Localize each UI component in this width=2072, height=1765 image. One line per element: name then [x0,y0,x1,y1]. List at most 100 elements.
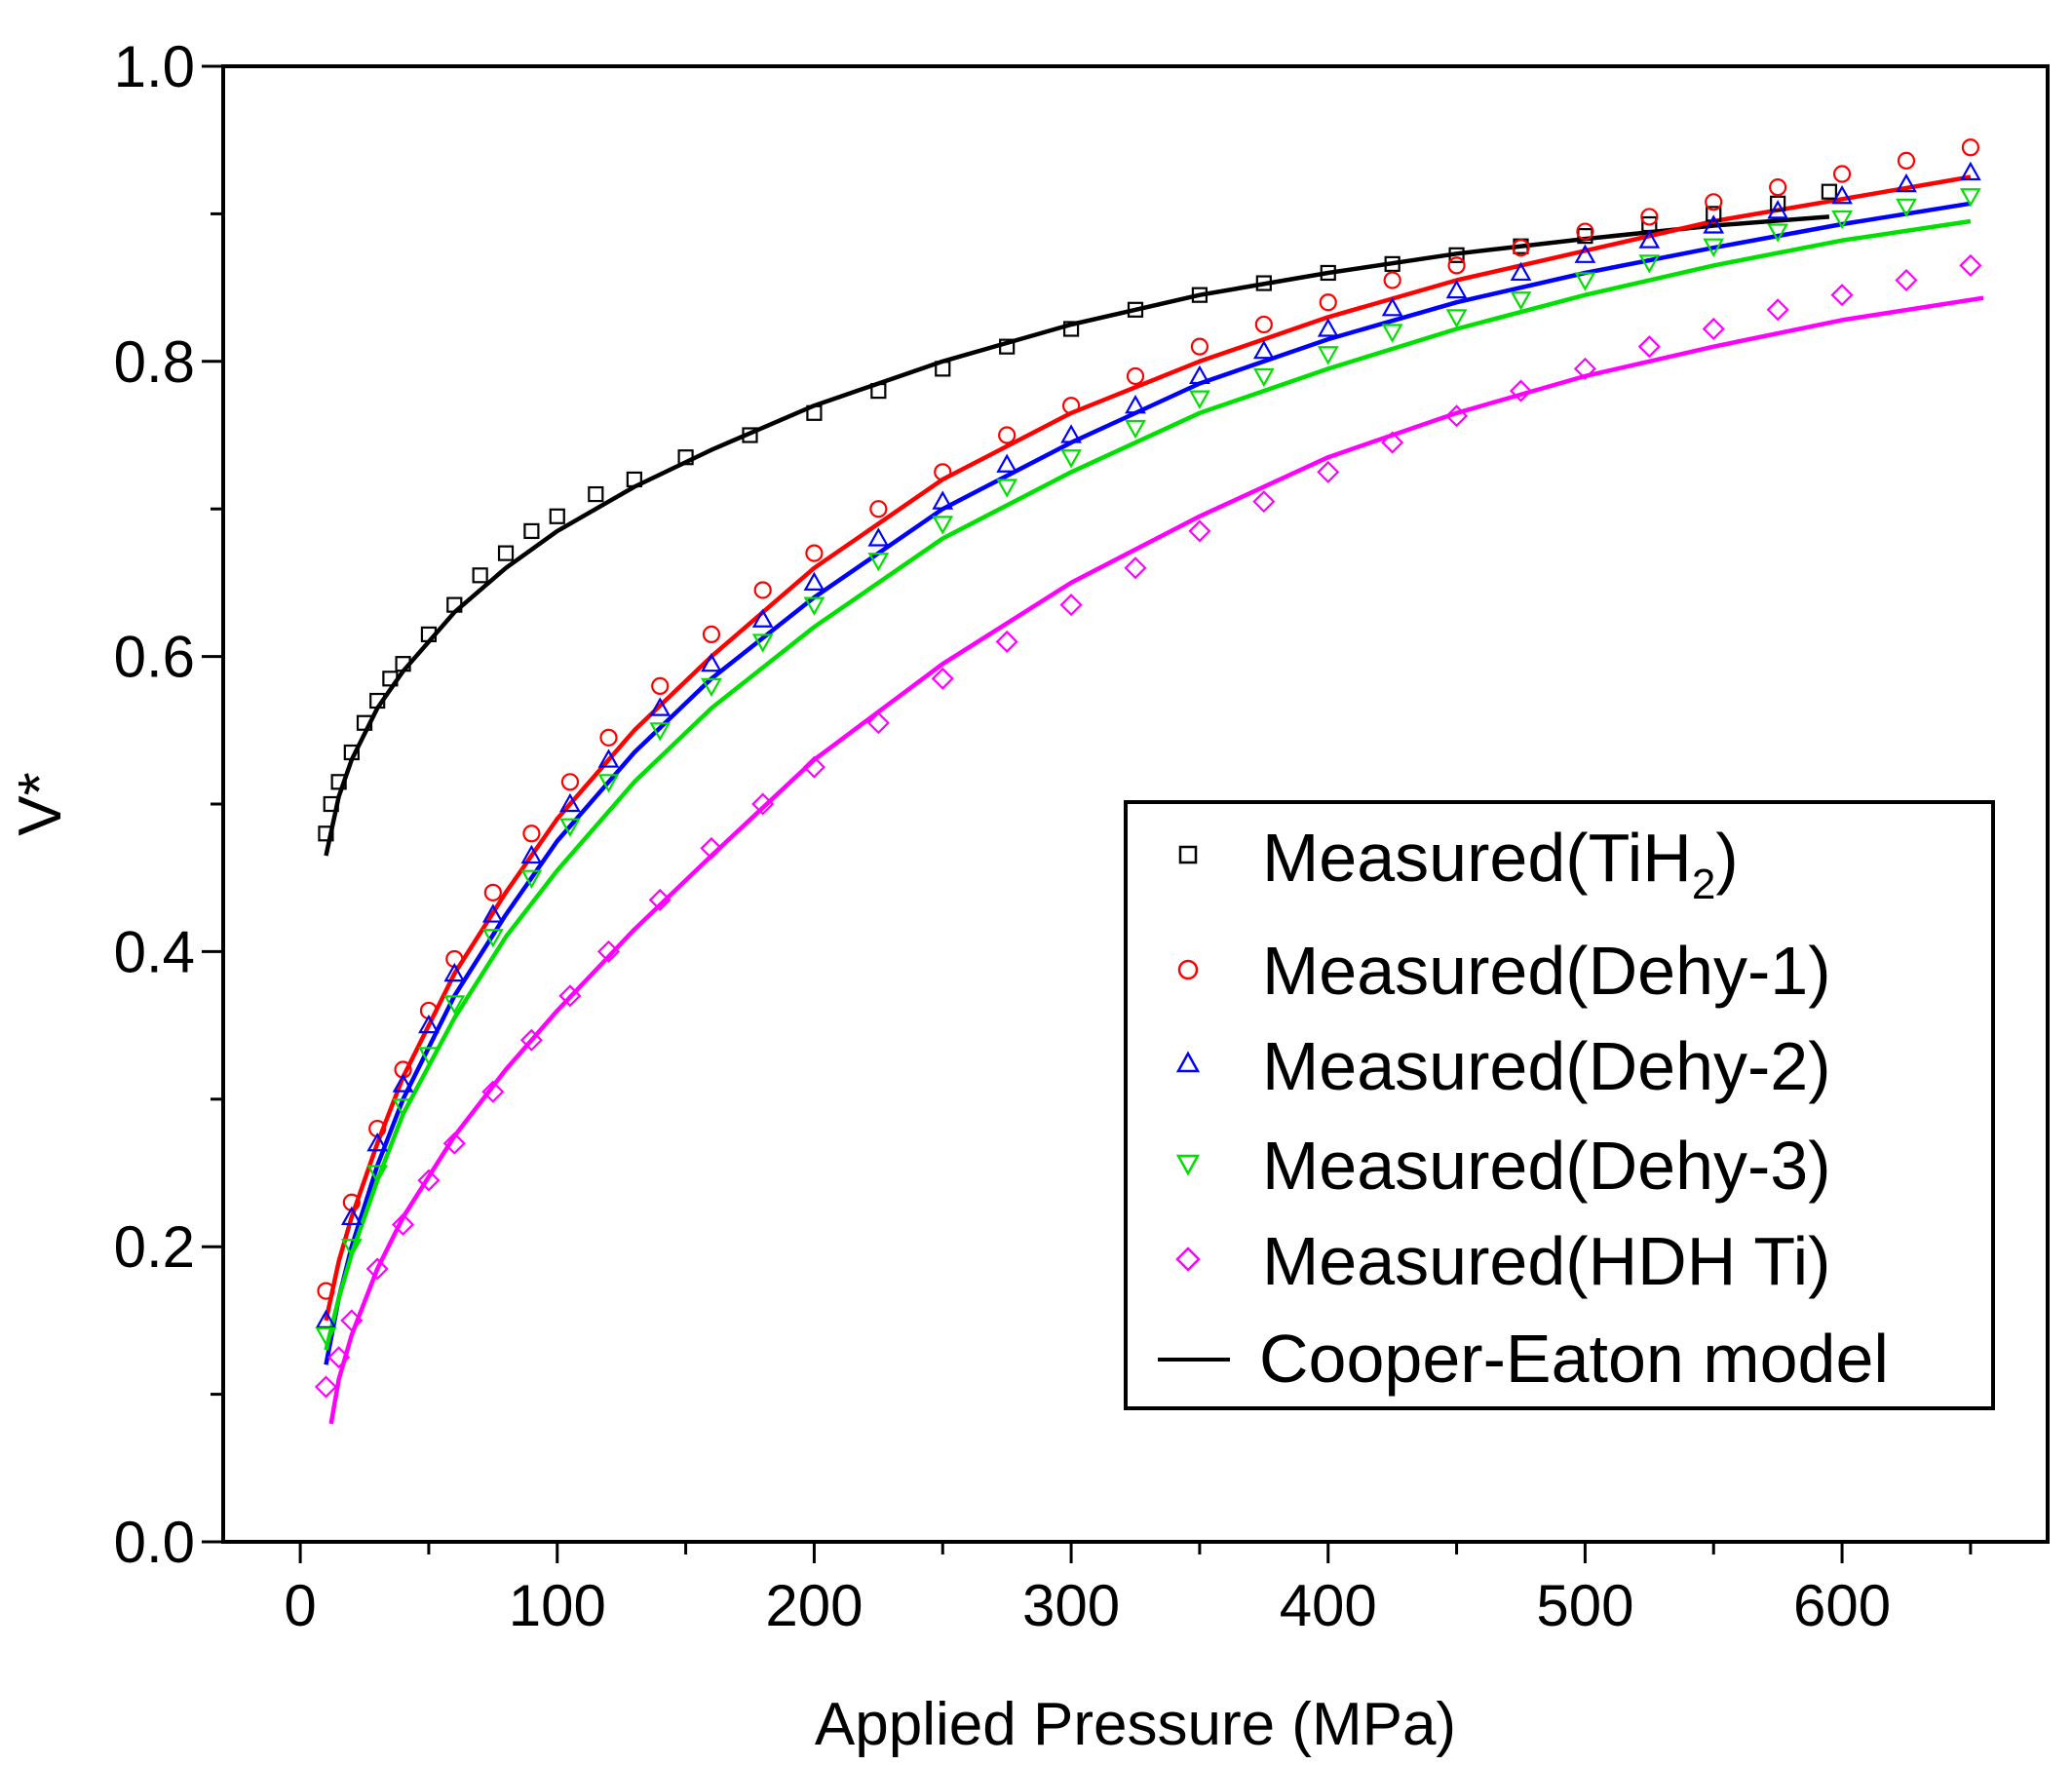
y-tick-label: 0.0 [114,1510,195,1575]
data-point [417,1169,441,1192]
data-point [932,516,954,535]
data-point [1254,315,1273,334]
x-tick-label: 400 [1280,1573,1377,1638]
data-point [1574,272,1596,291]
data-point [392,1073,414,1093]
data-point [1510,291,1532,311]
legend-label-tih2: Measured(TiH2) [1262,820,1739,908]
data-point [1448,247,1465,263]
data-point [559,818,581,837]
x-tick-label: 500 [1536,1573,1633,1638]
data-point [369,692,386,710]
data-point [866,711,890,735]
data-point [1703,214,1725,234]
data-point [1895,268,1918,292]
data-point [314,1375,338,1399]
data-point [366,1132,389,1152]
data-point [803,596,825,616]
data-point [1381,297,1403,317]
data-point [1059,594,1083,617]
data-point [1767,223,1789,243]
data-point [446,596,463,613]
data-point [1319,293,1337,312]
legend-label-dehy-3: Measured(Dehy-3) [1262,1128,1831,1204]
data-point [1255,275,1272,291]
data-point [1445,404,1469,428]
data-point [1124,556,1147,580]
data-point [1317,460,1340,483]
data-point [1831,184,1853,205]
x-tick-label: 600 [1793,1573,1891,1638]
data-point [626,471,642,488]
data-point [1638,254,1661,274]
y-axis-title: V* [7,772,74,835]
data-point [356,714,373,731]
data-point [420,626,438,642]
data-point [1638,229,1661,249]
data-point [867,553,890,572]
legend-marker-triangle-up [1175,1051,1201,1073]
data-point [596,940,621,963]
data-point [1061,397,1081,415]
legend-marker-circle [1177,959,1199,980]
legend-marker-square [1178,845,1198,864]
data-point [442,1132,466,1155]
legend-frame [1124,800,1995,1410]
data-point [1702,317,1725,341]
data-point [560,773,580,791]
legend-label-cooper-eaton: Cooper-Eaton model [1259,1321,1889,1397]
data-point [869,500,888,518]
data-point [1770,195,1786,211]
data-point [1445,279,1468,299]
data-point [934,463,952,481]
data-point [481,903,504,923]
data-point [392,1098,414,1118]
data-point [1252,339,1275,360]
y-tick-label: 0.2 [114,1214,195,1280]
data-point [1960,161,1981,181]
data-point [315,1326,337,1347]
series-group [318,183,1837,842]
data-point [1831,210,1853,230]
data-point [365,1257,389,1281]
data-point [935,361,951,377]
data-point [1381,431,1404,454]
data-point [1320,264,1336,282]
data-point [805,544,824,562]
data-point [395,656,411,672]
data-point [999,338,1016,355]
legend-marker-diamond [1175,1247,1201,1272]
data-point [1125,394,1146,414]
y-tick-label: 0.8 [114,329,195,395]
data-point [1189,365,1210,385]
y-tick-labels: 0.0 0.2 0.4 0.6 0.8 1.0 [114,34,195,1575]
data-point [549,508,565,524]
x-tick-label: 300 [1022,1573,1120,1638]
data-point [931,667,954,690]
data-point [443,962,466,982]
series-group [314,253,1982,1399]
data-point [751,608,774,628]
data-point [1637,335,1661,359]
data-point [1445,309,1468,328]
data-point [1510,261,1532,282]
data-point [649,722,671,742]
data-point [1703,238,1725,257]
data-point [599,728,618,747]
data-point [1830,284,1854,307]
data-point [366,1165,389,1184]
data-point [867,527,890,547]
series-group [315,161,1981,1329]
data-point [481,1080,505,1103]
data-point [651,676,670,695]
data-point [481,929,504,948]
data-point [751,792,775,816]
data-point [327,1346,351,1369]
data-point [996,453,1018,473]
data-point [1767,200,1789,219]
data-point [701,677,722,698]
data-point [1190,337,1209,356]
data-point [1252,367,1275,388]
data-point [1191,287,1209,303]
data-point [558,984,582,1008]
